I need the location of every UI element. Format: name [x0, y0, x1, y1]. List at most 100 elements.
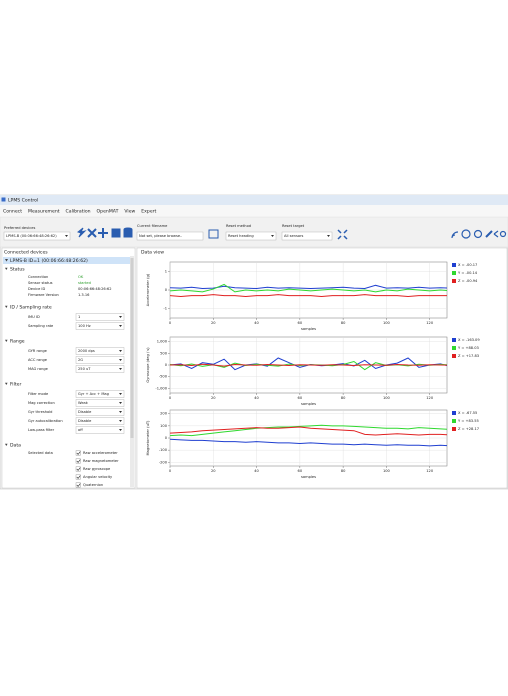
device-row[interactable]	[3, 257, 130, 264]
section-arrow	[5, 443, 8, 446]
select-box[interactable]	[75, 408, 125, 416]
right-icons[interactable]	[451, 229, 507, 239]
select-box[interactable]	[75, 390, 125, 398]
signal-icon[interactable]	[451, 231, 459, 239]
menu-item[interactable]: Calibration	[66, 209, 91, 215]
checkmark	[76, 467, 81, 471]
x-tick-label: 120	[426, 469, 434, 473]
select-value: Gyr + Acc + Mag	[78, 392, 109, 396]
checkbox[interactable]	[75, 466, 81, 472]
reset-target-select[interactable]	[281, 231, 333, 241]
x-tick-label: 100	[383, 469, 391, 473]
y-tick-label: -500	[159, 375, 168, 379]
checkbox[interactable]	[75, 450, 81, 456]
y-tick-label: -1,000	[155, 386, 167, 390]
reset-method-label: Reset method	[226, 224, 251, 228]
legend-label: Y = +83.55	[458, 419, 479, 423]
select-value: 100 Hz	[78, 324, 91, 328]
select-box[interactable]	[75, 347, 125, 355]
stop-icon[interactable]	[111, 228, 121, 238]
select-box[interactable]	[75, 356, 125, 364]
preferred-device-select[interactable]	[3, 231, 71, 241]
share-icon[interactable]	[493, 230, 499, 238]
connect-icon[interactable]	[76, 227, 87, 238]
checkbox-label: Angular velocity	[83, 475, 113, 479]
menu-item[interactable]: Expert	[141, 209, 156, 215]
scrollbar-thumb[interactable]	[130, 258, 134, 438]
x-tick-label: 20	[211, 321, 216, 325]
menu-item[interactable]: Measurement	[28, 209, 60, 215]
filename-field[interactable]	[136, 231, 204, 241]
row-label: GYR range	[28, 349, 48, 353]
section-title: Range	[10, 339, 25, 345]
toolbar-icons[interactable]	[76, 227, 133, 238]
y-tick-label: -200	[159, 460, 168, 464]
legend-label: Y = +88.03	[458, 346, 479, 350]
compass-icon[interactable]	[473, 229, 483, 239]
row-label: Gyr threshold	[28, 410, 52, 414]
menu-bar	[0, 205, 508, 217]
select-box[interactable]	[75, 365, 125, 373]
x-tick-label: 40	[254, 396, 259, 400]
legend-label: X = -163.09	[458, 338, 480, 342]
y-tick-label: 0	[165, 288, 168, 292]
x-tick-label: 0	[169, 469, 172, 473]
globe-icon[interactable]	[461, 229, 471, 239]
legend-swatch	[452, 271, 456, 275]
row-value: started	[78, 281, 91, 285]
dropdown-arrow	[119, 411, 122, 413]
row-value: 00:06:66:48:26:62	[78, 287, 112, 291]
x-axis-label: samples	[301, 327, 316, 331]
dropdown-arrow	[119, 350, 122, 352]
x-tick-label: 60	[298, 321, 303, 325]
row-label: MAG range	[28, 367, 49, 371]
plot-lines	[170, 357, 447, 371]
checkbox[interactable]	[75, 474, 81, 480]
series-line	[170, 426, 447, 436]
section-title: Data	[10, 443, 21, 449]
chart: 1,000 500 0 -500 -1,000 0 20 40 60 80 100 120 sample…	[146, 336, 480, 406]
y-tick-label: 1,000	[157, 340, 168, 344]
y-tick-label: 500	[160, 351, 168, 355]
select-box[interactable]	[75, 417, 125, 425]
x-tick-label: 0	[169, 321, 172, 325]
y-axis-label: Magnetometer (uT)	[146, 420, 150, 456]
preferred-device: LPMS-B (00:06:66:48:26:62)	[6, 234, 57, 238]
add-icon[interactable]	[98, 228, 108, 238]
select-box[interactable]	[75, 313, 125, 321]
chart: 200 100 0 -100 -200 0 20 40 60 80 100 120 samples Mag…	[146, 409, 479, 479]
reset-method-select[interactable]	[225, 231, 277, 241]
row-label: Device ID	[28, 287, 45, 291]
reset-icon[interactable]	[337, 229, 348, 240]
dropdown-arrow	[65, 235, 68, 237]
menu-item[interactable]: OpenMAT	[97, 209, 119, 215]
select-box[interactable]	[75, 426, 125, 434]
select-box[interactable]	[75, 399, 125, 407]
dropdown-arrow	[119, 325, 122, 327]
legend-swatch	[452, 263, 456, 267]
checkbox[interactable]	[75, 482, 81, 488]
x-tick-label: 20	[211, 396, 216, 400]
x-axis-label: samples	[301, 475, 316, 479]
section-title: Filter	[10, 382, 21, 388]
preferred-devices-label: Preferred devices	[4, 226, 35, 230]
title-bar	[0, 195, 508, 205]
legend-swatch	[452, 419, 456, 423]
x-tick-label: 120	[426, 321, 434, 325]
db-icon-body[interactable]	[123, 229, 133, 238]
edit-icon[interactable]	[485, 230, 493, 238]
settings-icon[interactable]	[499, 230, 507, 238]
menu-item[interactable]: Connect	[3, 209, 22, 215]
legend-swatch	[452, 338, 456, 342]
reset-target: All sensors	[284, 234, 304, 238]
browse-icon[interactable]	[208, 229, 219, 239]
disconnect-icon[interactable]	[87, 228, 97, 238]
menu-item[interactable]: View	[124, 209, 135, 215]
dropdown-arrow	[119, 316, 122, 318]
row-label: Low-pass filter	[28, 428, 55, 432]
select-box[interactable]	[75, 322, 125, 330]
checkbox[interactable]	[75, 458, 81, 464]
dropdown-arrow	[119, 429, 122, 431]
